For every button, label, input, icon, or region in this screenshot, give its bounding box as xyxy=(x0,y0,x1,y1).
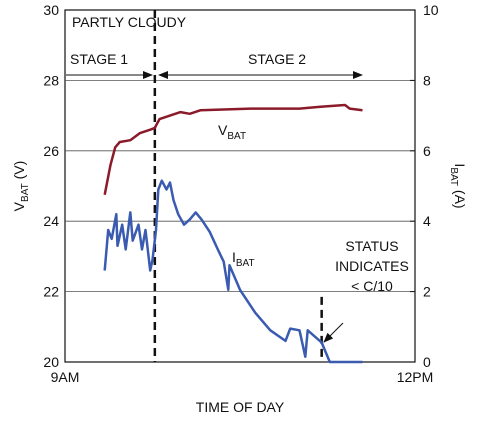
y-axis-label: VBAT (V) xyxy=(11,161,31,212)
plot-frame xyxy=(64,9,416,363)
series-label-main: I xyxy=(232,249,236,265)
x-axis-label: TIME OF DAY xyxy=(196,399,285,415)
stage1-label: STAGE 1 xyxy=(70,51,128,67)
series-label-sub: BAT xyxy=(227,131,246,142)
status-arrow xyxy=(323,322,344,343)
y-label-main: V xyxy=(11,201,27,211)
y2-tick-label: 8 xyxy=(423,72,431,88)
y2-tick-label: 6 xyxy=(423,143,431,159)
y2-label-sub: BAT xyxy=(448,167,459,186)
y2-label-unit: (A) xyxy=(452,186,468,209)
x-tick-label: 9AM xyxy=(51,369,80,385)
y-label-sub: BAT xyxy=(20,183,31,202)
stage2-label: STAGE 2 xyxy=(248,51,306,67)
y-tick-label: 24 xyxy=(43,213,59,229)
y-label-unit: (V) xyxy=(11,161,27,184)
series-label: IBAT xyxy=(232,249,255,269)
y2-tick-label: 10 xyxy=(423,2,439,18)
x-tick-label: 12PM xyxy=(397,369,434,385)
series-label-main: V xyxy=(218,122,228,138)
y2-tick-label: 4 xyxy=(423,213,431,229)
y-tick-label: 20 xyxy=(43,354,59,370)
series-line xyxy=(103,103,363,196)
status-label: STATUS xyxy=(345,238,398,254)
series-label-sub: BAT xyxy=(236,258,255,269)
y2-axis-label: IBAT (A) xyxy=(448,163,468,208)
y2-tick-label: 2 xyxy=(423,284,431,300)
series-line xyxy=(103,179,363,364)
series-label: VBAT xyxy=(218,122,246,142)
y-tick-label: 26 xyxy=(43,143,59,159)
condition-label: PARTLY CLOUDY xyxy=(72,14,187,30)
y-tick-label: 22 xyxy=(43,284,59,300)
y-tick-label: 28 xyxy=(43,72,59,88)
y-tick-label: 30 xyxy=(43,2,59,18)
status-label: < C/10 xyxy=(351,278,393,294)
y2-tick-label: 0 xyxy=(423,354,431,370)
y2-label-main: I xyxy=(452,163,468,167)
status-label: INDICATES xyxy=(335,258,409,274)
